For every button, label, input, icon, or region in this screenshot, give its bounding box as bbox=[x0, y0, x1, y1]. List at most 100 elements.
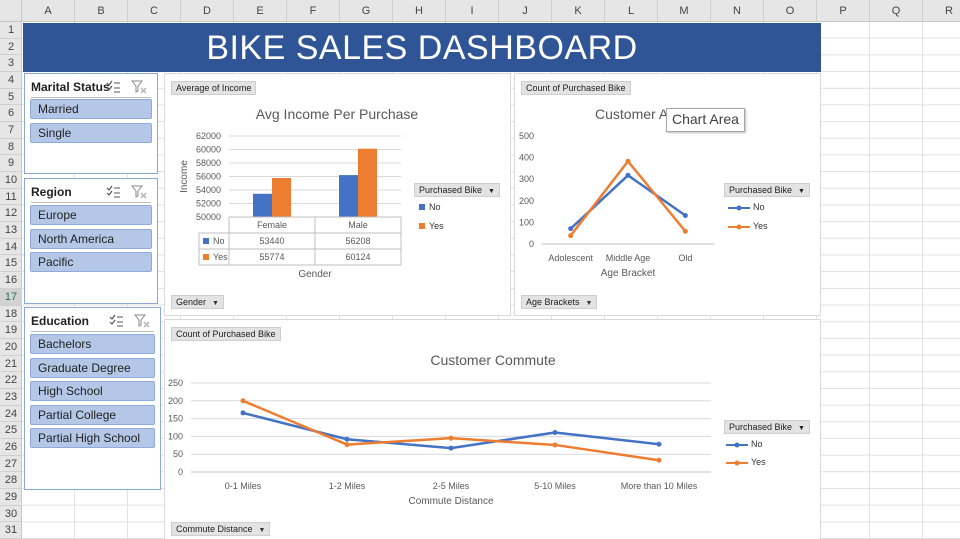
row-header-30[interactable]: 30 bbox=[0, 506, 22, 523]
column-header-a[interactable]: A bbox=[22, 0, 75, 22]
legend-filter-button[interactable]: Purchased Bike ▼ bbox=[724, 183, 810, 197]
axis-field-button[interactable]: Age Brackets ▼ bbox=[521, 295, 598, 309]
slicer-item-high-school[interactable]: High School bbox=[30, 381, 155, 401]
clear-filter-icon[interactable] bbox=[130, 79, 147, 95]
slicer-header: Marital Status bbox=[31, 78, 151, 98]
education-slicer[interactable]: Education Bachelors Graduate Degree High… bbox=[24, 307, 161, 490]
column-header-c[interactable]: C bbox=[128, 0, 181, 22]
point-yes-2 bbox=[682, 228, 688, 234]
legend-swatch bbox=[726, 442, 748, 448]
commute-pivot-chart[interactable]: Count of Purchased Bike Customer Commute… bbox=[164, 319, 821, 539]
chart-area-tooltip: Chart Area bbox=[666, 108, 745, 132]
column-header-b[interactable]: B bbox=[75, 0, 128, 22]
slicer-item-pacific[interactable]: Pacific bbox=[30, 252, 152, 272]
axis-field-label: Gender bbox=[176, 297, 207, 307]
legend-label: Yes bbox=[753, 221, 768, 231]
column-header-f[interactable]: F bbox=[287, 0, 340, 22]
x-axis-title: Age Bracket bbox=[601, 268, 656, 279]
slicer-item-partial-high-school[interactable]: Partial High School bbox=[30, 428, 155, 448]
y-tick-label: 50 bbox=[173, 449, 183, 459]
y-tick-label: 100 bbox=[168, 431, 183, 441]
column-header-h[interactable]: H bbox=[393, 0, 446, 22]
clear-filter-icon[interactable] bbox=[133, 313, 150, 329]
row-header-19[interactable]: 19 bbox=[0, 322, 22, 339]
column-header-r[interactable]: R bbox=[923, 0, 960, 22]
slicer-item-graduate-degree[interactable]: Graduate Degree bbox=[30, 358, 155, 378]
legend-filter-button[interactable]: Purchased Bike ▼ bbox=[414, 183, 500, 197]
slicer-header: Region bbox=[31, 183, 151, 203]
column-header-i[interactable]: I bbox=[446, 0, 499, 22]
row-header-11[interactable]: 11 bbox=[0, 189, 22, 206]
legend-filter-button[interactable]: Purchased Bike ▼ bbox=[724, 420, 810, 434]
x-tick-label: Middle Age bbox=[606, 253, 651, 263]
row-header-2[interactable]: 2 bbox=[0, 39, 22, 56]
value-field-button[interactable]: Average of Income bbox=[171, 81, 257, 95]
column-header-d[interactable]: D bbox=[181, 0, 234, 22]
column-header-q[interactable]: Q bbox=[870, 0, 923, 22]
column-header-l[interactable]: L bbox=[605, 0, 658, 22]
multi-select-icon[interactable] bbox=[105, 79, 121, 95]
value-field-label: Average of Income bbox=[176, 83, 252, 93]
column-header-m[interactable]: M bbox=[658, 0, 711, 22]
axis-field-label: Commute Distance bbox=[176, 524, 253, 534]
row-header-8[interactable]: 8 bbox=[0, 139, 22, 156]
multi-select-icon[interactable] bbox=[105, 184, 121, 200]
income-plot-area: 62000 60000 58000 56000 54000 52000 50000 Incom… bbox=[179, 131, 402, 280]
row-header-4[interactable]: 4 bbox=[0, 72, 22, 89]
point-yes-0 bbox=[568, 233, 574, 239]
column-header-o[interactable]: O bbox=[764, 0, 817, 22]
row-header-15[interactable]: 15 bbox=[0, 255, 22, 273]
legend-item-no: No bbox=[726, 439, 763, 449]
row-header-25[interactable]: 25 bbox=[0, 422, 22, 439]
column-header-j[interactable]: J bbox=[499, 0, 552, 22]
column-header-n[interactable]: N bbox=[711, 0, 764, 22]
row-header-7[interactable]: 7 bbox=[0, 122, 22, 139]
row-header-20[interactable]: 20 bbox=[0, 339, 22, 356]
column-header-p[interactable]: P bbox=[817, 0, 870, 22]
row-header-26[interactable]: 26 bbox=[0, 439, 22, 456]
slicer-item-married[interactable]: Married bbox=[30, 99, 152, 119]
row-header-28[interactable]: 28 bbox=[0, 472, 22, 489]
row-header-6[interactable]: 6 bbox=[0, 105, 22, 123]
clear-filter-icon[interactable] bbox=[130, 184, 147, 200]
row-header-16[interactable]: 16 bbox=[0, 272, 22, 289]
row-header-22[interactable]: 22 bbox=[0, 372, 22, 389]
row-header-24[interactable]: 24 bbox=[0, 406, 22, 423]
row-header-17[interactable]: 17 bbox=[0, 288, 22, 306]
row-header-9[interactable]: 9 bbox=[0, 155, 22, 173]
multi-select-icon[interactable] bbox=[108, 313, 124, 329]
axis-field-button[interactable]: Commute Distance ▼ bbox=[171, 522, 271, 536]
slicer-item-single[interactable]: Single bbox=[30, 123, 152, 143]
slicer-item-bachelors[interactable]: Bachelors bbox=[30, 334, 155, 354]
row-header-5[interactable]: 5 bbox=[0, 89, 22, 106]
region-slicer[interactable]: Region Europe North America Pacific bbox=[24, 178, 158, 304]
column-header-e[interactable]: E bbox=[234, 0, 287, 22]
row-header-10[interactable]: 10 bbox=[0, 172, 22, 189]
legend-filter-label: Purchased Bike bbox=[729, 422, 793, 432]
row-header-3[interactable]: 3 bbox=[0, 55, 22, 73]
row-header-12[interactable]: 12 bbox=[0, 205, 22, 223]
select-all-corner[interactable] bbox=[0, 0, 22, 22]
column-header-k[interactable]: K bbox=[552, 0, 605, 22]
slicer-item-europe[interactable]: Europe bbox=[30, 205, 152, 225]
row-header-31[interactable]: 31 bbox=[0, 522, 22, 539]
slicer-item-partial-college[interactable]: Partial College bbox=[30, 405, 155, 425]
slicer-item-north-america[interactable]: North America bbox=[30, 229, 152, 249]
row-header-18[interactable]: 18 bbox=[0, 306, 22, 323]
column-header-g[interactable]: G bbox=[340, 0, 393, 22]
row-header-21[interactable]: 21 bbox=[0, 356, 22, 373]
row-header-29[interactable]: 29 bbox=[0, 489, 22, 506]
row-header-27[interactable]: 27 bbox=[0, 456, 22, 473]
value-field-button[interactable]: Count of Purchased Bike bbox=[521, 81, 631, 95]
row-header-1[interactable]: 1 bbox=[0, 22, 22, 39]
row-header-14[interactable]: 14 bbox=[0, 239, 22, 256]
row-header-13[interactable]: 13 bbox=[0, 222, 22, 239]
bar-no-male bbox=[339, 175, 358, 217]
marital-status-slicer[interactable]: Marital Status Married Single bbox=[24, 73, 158, 174]
value-field-button[interactable]: Count of Purchased Bike bbox=[171, 327, 281, 341]
age-plot-area: 500 400 300 200 100 0 Adolescent Middle Age Old A… bbox=[519, 131, 714, 279]
income-pivot-chart[interactable]: Average of Income Avg Income Per Purchas… bbox=[164, 73, 511, 316]
axis-field-button[interactable]: Gender ▼ bbox=[171, 295, 224, 309]
row-header-23[interactable]: 23 bbox=[0, 389, 22, 406]
